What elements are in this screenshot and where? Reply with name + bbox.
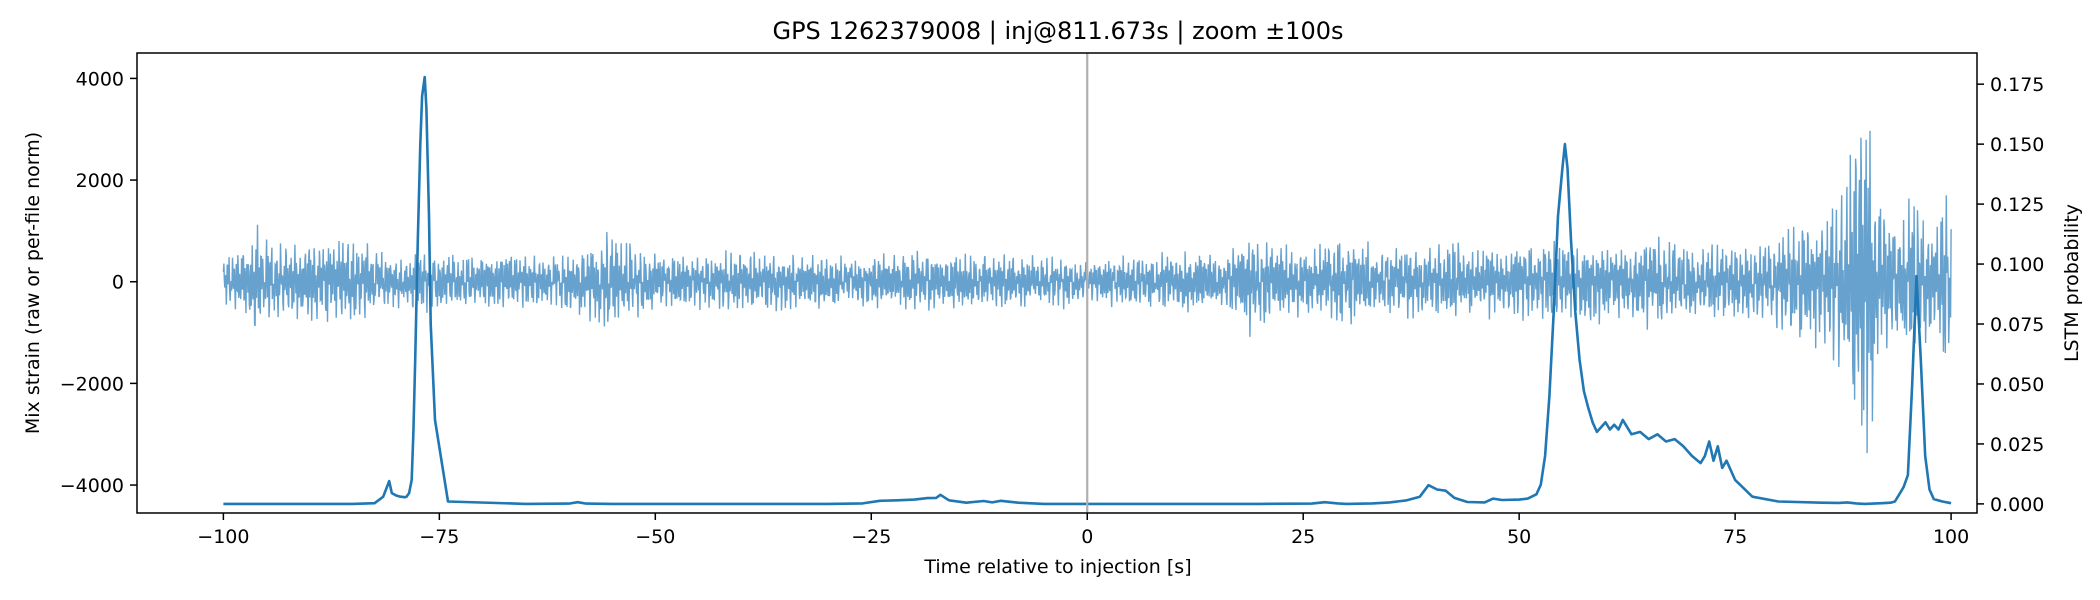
y-right-tick-label: 0.100 bbox=[1990, 254, 2044, 276]
y-left-tick-label: −4000 bbox=[60, 475, 124, 497]
x-tick-label: 100 bbox=[1933, 526, 1969, 548]
plot-frame bbox=[136, 52, 1978, 514]
y-right-tick-label: 0.025 bbox=[1990, 434, 2044, 456]
y-right-tick-label: 0.150 bbox=[1990, 134, 2044, 156]
x-tick-label: 50 bbox=[1507, 526, 1531, 548]
y-right-tick-label: 0.050 bbox=[1990, 374, 2044, 396]
y-left-tick-label: 2000 bbox=[76, 170, 124, 192]
y-left-tick-label: 0 bbox=[112, 272, 124, 294]
x-tick-label: −100 bbox=[197, 526, 249, 548]
y-axis-right-label: LSTM probability bbox=[2061, 204, 2083, 362]
x-axis: −100 −75 −50 −25 0 25 50 75 100 bbox=[197, 513, 1969, 548]
y-right-tick-label: 0.075 bbox=[1990, 314, 2044, 336]
y-right-tick-label: 0.000 bbox=[1990, 494, 2044, 516]
probability-series bbox=[223, 75, 1952, 506]
x-axis-label: Time relative to injection [s] bbox=[923, 556, 1191, 578]
x-tick-label: −25 bbox=[851, 526, 891, 548]
probability-line bbox=[223, 75, 1952, 506]
x-tick-label: −75 bbox=[419, 526, 459, 548]
y-right-tick-label: 0.175 bbox=[1990, 74, 2044, 96]
chart-title: GPS 1262379008 | inj@811.673s | zoom ±10… bbox=[772, 17, 1343, 45]
y-axis-right: 0.175 0.150 0.125 0.100 0.075 0.050 0.025 0.000 bbox=[1977, 74, 2044, 516]
x-tick-label: 25 bbox=[1291, 526, 1315, 548]
x-tick-label: 0 bbox=[1081, 526, 1093, 548]
x-tick-label: 75 bbox=[1723, 526, 1747, 548]
y-right-tick-label: 0.125 bbox=[1990, 194, 2044, 216]
y-axis-left-label: Mix strain (raw or per-file norm) bbox=[22, 132, 44, 434]
y-left-tick-label: −2000 bbox=[60, 373, 124, 395]
y-left-tick-label: 4000 bbox=[76, 68, 124, 90]
x-tick-label: −50 bbox=[635, 526, 675, 548]
y-axis-left: 4000 2000 0 −2000 −4000 bbox=[60, 68, 137, 497]
